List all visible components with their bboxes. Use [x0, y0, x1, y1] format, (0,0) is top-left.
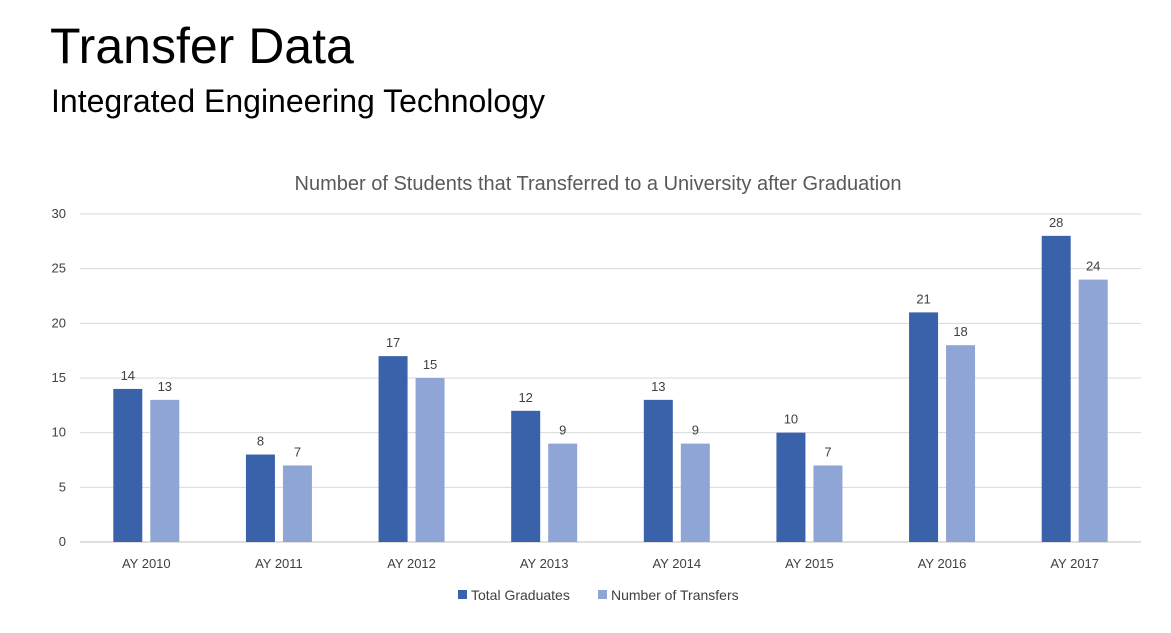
- y-tick-label: 5: [59, 479, 66, 494]
- y-tick-label: 15: [52, 370, 66, 385]
- data-label: 21: [916, 291, 930, 306]
- legend-label: Total Graduates: [471, 587, 570, 603]
- bar: [415, 378, 445, 542]
- x-category-label: AY 2012: [387, 556, 436, 571]
- data-label: 24: [1086, 259, 1100, 274]
- data-label: 28: [1049, 215, 1063, 230]
- data-label: 7: [294, 444, 301, 459]
- data-label: 13: [158, 379, 172, 394]
- x-axis-categories: AY 2010 AY 2011 AY 2012 AY 2013 AY 2014 AY 20…: [122, 556, 1099, 571]
- legend-label: Number of Transfers: [611, 587, 739, 603]
- grid-lines: [80, 213, 1141, 543]
- x-category-label: AY 2017: [1050, 556, 1099, 571]
- x-category-label: AY 2013: [520, 556, 569, 571]
- bar: [643, 399, 673, 542]
- slide-subtitle: Integrated Engineering Technology: [51, 83, 545, 119]
- bar: [1078, 279, 1108, 542]
- bar: [946, 345, 976, 542]
- data-label: 10: [784, 412, 798, 427]
- legend-swatch: [458, 590, 467, 599]
- y-tick-label: 0: [59, 534, 66, 549]
- y-tick-label: 10: [52, 425, 66, 440]
- bar: [1041, 235, 1071, 542]
- x-category-label: AY 2014: [652, 556, 701, 571]
- legend-swatch: [598, 590, 607, 599]
- data-label: 13: [651, 379, 665, 394]
- bar: [909, 312, 939, 542]
- chart-title: Number of Students that Transferred to a…: [295, 173, 902, 195]
- data-label: 9: [559, 423, 566, 438]
- data-labels: 14 13 8 7 17 15 12 9 13 9 10 7 21 18 28 24: [121, 215, 1101, 460]
- x-category-label: AY 2011: [255, 556, 303, 571]
- data-label: 12: [518, 390, 532, 405]
- x-category-label: AY 2016: [918, 556, 967, 571]
- data-label: 15: [423, 357, 437, 372]
- legend: Total Graduates Number of Transfers: [458, 587, 739, 603]
- bar: [776, 432, 806, 542]
- bar: [511, 410, 541, 542]
- legend-item: Number of Transfers: [598, 587, 739, 603]
- data-label: 18: [953, 324, 967, 339]
- bars: [113, 235, 1108, 542]
- bar: [245, 454, 275, 542]
- data-label: 9: [692, 423, 699, 438]
- bar: [282, 465, 312, 542]
- bar: [113, 388, 143, 542]
- y-tick-label: 20: [52, 315, 66, 330]
- bar: [680, 443, 710, 542]
- y-tick-label: 30: [52, 206, 66, 221]
- bar: [378, 356, 408, 542]
- data-label: 8: [257, 434, 264, 449]
- slide-title: Transfer Data: [50, 18, 354, 74]
- data-label: 17: [386, 335, 400, 350]
- data-label: 14: [121, 368, 135, 383]
- legend-item: Total Graduates: [458, 587, 570, 603]
- y-tick-label: 25: [52, 261, 66, 276]
- data-label: 7: [824, 444, 831, 459]
- bar: [813, 465, 843, 542]
- x-category-label: AY 2010: [122, 556, 171, 571]
- bar: [150, 399, 180, 542]
- x-category-label: AY 2015: [785, 556, 834, 571]
- bar: [548, 443, 578, 542]
- y-axis-ticks: 0 5 10 15 20 25 30: [52, 206, 66, 549]
